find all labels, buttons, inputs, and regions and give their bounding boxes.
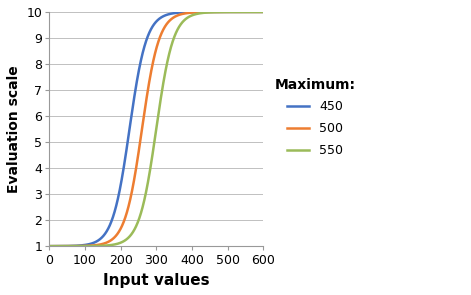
450 xyxy=(145,35,150,38)
550 xyxy=(145,182,150,186)
550 xyxy=(47,244,52,248)
450 xyxy=(254,10,260,14)
500 xyxy=(215,10,220,14)
450 xyxy=(254,10,260,14)
500 xyxy=(150,59,156,63)
550 xyxy=(57,244,63,248)
X-axis label: Input values: Input values xyxy=(103,273,210,288)
550 xyxy=(215,10,220,14)
Line: 500: 500 xyxy=(49,12,263,246)
500 xyxy=(254,10,260,14)
500 xyxy=(57,244,63,248)
500 xyxy=(254,10,260,14)
550 xyxy=(254,10,260,14)
450 xyxy=(260,10,266,14)
500 xyxy=(47,244,52,248)
550 xyxy=(260,10,266,14)
550 xyxy=(150,148,156,151)
450 xyxy=(150,24,156,27)
450 xyxy=(215,10,220,14)
500 xyxy=(145,90,150,93)
450 xyxy=(47,244,52,248)
Y-axis label: Evaluation scale: Evaluation scale xyxy=(7,65,21,193)
Line: 550: 550 xyxy=(49,12,263,246)
Line: 450: 450 xyxy=(49,12,263,246)
Legend: 450, 500, 550: 450, 500, 550 xyxy=(269,73,360,162)
500 xyxy=(260,10,266,14)
550 xyxy=(254,10,260,14)
450 xyxy=(57,244,63,248)
